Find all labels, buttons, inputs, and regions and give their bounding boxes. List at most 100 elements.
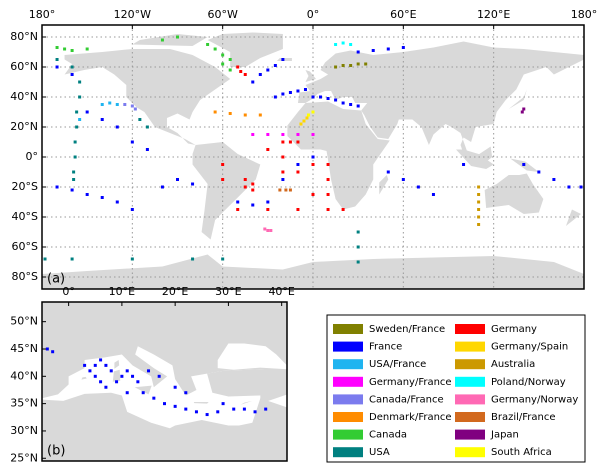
track-point bbox=[78, 95, 82, 99]
track-point bbox=[70, 257, 74, 261]
track-point bbox=[78, 80, 82, 84]
track-point bbox=[371, 49, 375, 52]
x-tick-label: 120°W bbox=[114, 8, 151, 21]
x-tick-label: 120°E bbox=[477, 8, 510, 21]
plot-area bbox=[45, 347, 268, 417]
track-point bbox=[100, 118, 104, 121]
track-point bbox=[115, 380, 119, 384]
track-point bbox=[228, 112, 232, 115]
y-tick-label: 50°N bbox=[10, 315, 38, 328]
track-point bbox=[311, 110, 315, 114]
x-tick-label: 30°E bbox=[215, 285, 241, 298]
track-point bbox=[239, 70, 243, 73]
track-point bbox=[251, 203, 255, 207]
track-point bbox=[125, 391, 129, 395]
track-point bbox=[311, 163, 315, 166]
track-point bbox=[520, 110, 524, 114]
track-point bbox=[288, 188, 292, 192]
legend-label: Germany/Spain bbox=[491, 342, 568, 353]
track-point bbox=[83, 363, 87, 367]
legend-label: France bbox=[369, 342, 402, 353]
track-point bbox=[85, 47, 89, 51]
track-point bbox=[88, 369, 92, 373]
track-point bbox=[273, 95, 277, 99]
track-point bbox=[191, 257, 195, 261]
track-point bbox=[326, 97, 330, 100]
track-point bbox=[266, 229, 270, 232]
track-point bbox=[477, 208, 481, 211]
track-point bbox=[326, 208, 330, 211]
track-point bbox=[334, 65, 338, 69]
track-point bbox=[176, 35, 179, 39]
track-point bbox=[176, 178, 179, 181]
legend-swatch bbox=[455, 341, 485, 352]
track-point bbox=[356, 104, 360, 108]
map-frame bbox=[41, 301, 288, 462]
track-point bbox=[206, 43, 210, 46]
y-tick-label: 60°S bbox=[12, 240, 38, 253]
track-point bbox=[311, 155, 315, 159]
legend-label: Sweden/France bbox=[369, 324, 445, 335]
panel-label: (a) bbox=[47, 272, 65, 287]
track-point bbox=[70, 73, 74, 76]
y-tick-label: 40°S bbox=[12, 210, 38, 223]
track-point bbox=[216, 410, 220, 414]
y-tick-label: 40°N bbox=[10, 90, 38, 103]
y-tick-label: 0° bbox=[26, 150, 39, 163]
track-point bbox=[416, 185, 420, 189]
legend-label: Germany bbox=[491, 324, 537, 335]
track-point bbox=[567, 185, 571, 189]
y-tick-label: 80°S bbox=[12, 270, 38, 283]
track-point bbox=[228, 68, 232, 72]
track-point bbox=[93, 363, 97, 367]
track-point bbox=[311, 133, 315, 136]
track-point bbox=[147, 369, 151, 373]
track-point bbox=[341, 64, 345, 67]
track-point bbox=[273, 64, 277, 67]
x-tick-label: 180° bbox=[571, 8, 598, 21]
track-point bbox=[104, 363, 108, 367]
track-point bbox=[72, 170, 76, 174]
track-point bbox=[356, 230, 360, 234]
track-point bbox=[386, 170, 390, 174]
track-point bbox=[356, 245, 360, 249]
track-point bbox=[356, 260, 360, 264]
legend-swatch bbox=[333, 394, 363, 405]
track-point bbox=[281, 155, 285, 159]
track-point bbox=[221, 257, 225, 261]
track-point bbox=[306, 113, 310, 117]
track-point bbox=[130, 208, 134, 211]
legend-box bbox=[326, 314, 586, 463]
track-point bbox=[75, 125, 79, 129]
track-point bbox=[334, 98, 338, 102]
track-point bbox=[221, 178, 225, 181]
track-point bbox=[141, 391, 145, 395]
track-point bbox=[341, 41, 345, 45]
track-point bbox=[213, 47, 217, 51]
legend-label: Poland/Norway bbox=[491, 377, 566, 388]
y-tick-label: 45°N bbox=[10, 342, 38, 355]
track-point bbox=[136, 380, 140, 384]
legend-label: Denmark/France bbox=[369, 412, 452, 423]
track-point bbox=[145, 125, 149, 129]
track-point bbox=[477, 200, 481, 204]
track-point bbox=[296, 89, 300, 93]
legend-swatch bbox=[455, 412, 485, 422]
track-point bbox=[160, 38, 164, 42]
track-point bbox=[281, 58, 285, 61]
y-tick-label: 20°S bbox=[12, 180, 38, 193]
track-point bbox=[184, 407, 188, 411]
legend-swatch bbox=[333, 412, 363, 422]
track-point bbox=[305, 116, 309, 120]
track-point bbox=[130, 257, 134, 261]
track-point bbox=[138, 118, 142, 121]
track-point bbox=[349, 43, 353, 46]
track-point bbox=[251, 80, 255, 84]
track-point bbox=[341, 101, 345, 105]
legend-swatch bbox=[333, 324, 363, 334]
track-point bbox=[242, 407, 246, 411]
legend-swatch bbox=[333, 376, 363, 387]
track-point bbox=[228, 58, 232, 61]
track-point bbox=[266, 148, 270, 151]
track-point bbox=[319, 95, 323, 99]
